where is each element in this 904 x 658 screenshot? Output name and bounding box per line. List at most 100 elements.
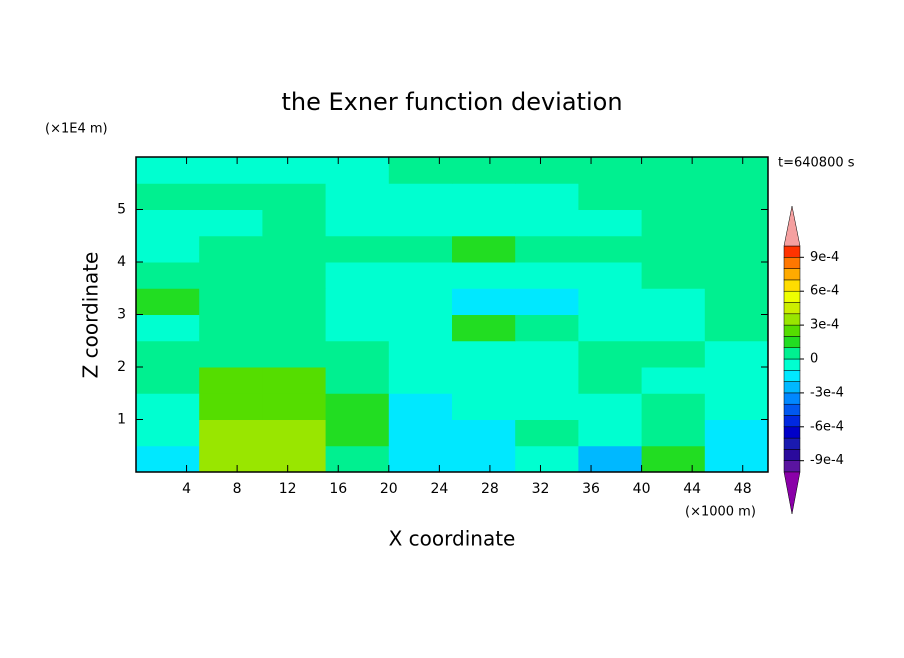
contour-cell xyxy=(641,367,706,394)
contour-cell xyxy=(704,314,769,342)
contour-cell xyxy=(452,419,516,447)
contour-cell xyxy=(388,209,453,237)
colorbar-box xyxy=(783,347,801,360)
y-tick-label: 5 xyxy=(117,202,126,218)
x-tick-label: 24 xyxy=(430,481,448,497)
y-tick-label: 4 xyxy=(117,254,126,270)
colorbar-box xyxy=(783,415,801,428)
x-tick-label: 4 xyxy=(182,481,191,497)
contour-cell xyxy=(262,235,327,263)
colorbar-tick-label: 6e-4 xyxy=(810,284,839,299)
contour-cell xyxy=(262,419,327,447)
contour-cell xyxy=(388,367,453,394)
contour-cell xyxy=(325,262,390,289)
contour-cell xyxy=(641,183,706,210)
colorbar-box xyxy=(783,358,801,371)
contour-cell xyxy=(262,183,327,210)
contour-cell xyxy=(452,314,516,342)
x-tick-label: 48 xyxy=(734,481,752,497)
contour-cell xyxy=(704,288,769,315)
x-tick-label: 40 xyxy=(633,481,651,497)
contour-cell xyxy=(199,340,263,368)
colorbar-box xyxy=(783,290,801,303)
x-tick-label: 20 xyxy=(380,481,398,497)
x-tick-label: 12 xyxy=(279,481,297,497)
contour-cell xyxy=(704,183,769,210)
contour-cell xyxy=(199,157,263,184)
contour-cell xyxy=(388,262,453,289)
x-tick-label: 32 xyxy=(532,481,550,497)
x-tick-label: 8 xyxy=(233,481,242,497)
colorbar-box xyxy=(783,279,801,292)
colorbar-extend-high xyxy=(783,205,801,247)
colorbar-box xyxy=(783,302,801,315)
contour-cell xyxy=(641,235,706,263)
contour-cell xyxy=(704,235,769,263)
colorbar-box xyxy=(783,403,801,416)
contour-cell xyxy=(452,393,516,420)
contour-cell xyxy=(452,262,516,289)
y-unit: (×1E4 m) xyxy=(45,122,108,137)
contour-cell xyxy=(262,393,327,420)
colorbar-box xyxy=(783,381,801,394)
contour-cell xyxy=(199,262,263,289)
contour-cell xyxy=(199,419,263,447)
contour-cell xyxy=(136,262,200,289)
contour-cell xyxy=(136,393,200,420)
colorbar-box xyxy=(783,336,801,348)
contour-cell xyxy=(262,262,327,289)
colorbar-box xyxy=(783,324,801,337)
contour-cell xyxy=(262,445,327,473)
contour-cell xyxy=(452,157,516,184)
contour-cell xyxy=(641,419,706,447)
contour-cell xyxy=(704,419,769,447)
contour-cell xyxy=(578,393,643,420)
contour-cell xyxy=(388,314,453,342)
y-tick-label: 2 xyxy=(117,359,126,375)
contour-cell xyxy=(388,445,453,473)
x-tick-label: 36 xyxy=(582,481,600,497)
x-tick-label: 44 xyxy=(683,481,701,497)
contour-cell xyxy=(452,209,516,237)
colorbar-extend-low xyxy=(783,471,801,515)
contour-cell xyxy=(515,183,579,210)
contour-cell xyxy=(515,235,579,263)
x-tick-label: 28 xyxy=(481,481,499,497)
contour-cell xyxy=(578,367,643,394)
colorbar-tick-label: -9e-4 xyxy=(810,453,844,468)
contour-cell xyxy=(199,367,263,394)
contour-cell xyxy=(515,288,579,315)
contour-cell xyxy=(515,209,579,237)
y-axis-label: Z coordinate xyxy=(79,252,103,379)
chart-title: the Exner function deviation xyxy=(281,88,622,116)
contour-cell xyxy=(388,393,453,420)
contour-cell xyxy=(136,367,200,394)
contour-cell xyxy=(136,288,200,315)
contour-cell xyxy=(199,314,263,342)
contour-field xyxy=(136,157,769,473)
contour-cell xyxy=(515,367,579,394)
contour-cell xyxy=(641,314,706,342)
colorbar-box xyxy=(783,313,801,326)
contour-cell xyxy=(641,340,706,368)
contour-cell xyxy=(578,209,643,237)
colorbar-tick-label: 0 xyxy=(810,352,818,367)
contour-cell xyxy=(325,288,390,315)
contour-cell xyxy=(325,314,390,342)
colorbar-tick-label: -3e-4 xyxy=(810,385,844,400)
contour-cell xyxy=(578,340,643,368)
contour-cell xyxy=(136,340,200,368)
colorbar-box xyxy=(783,268,801,281)
contour-cell xyxy=(452,367,516,394)
contour-cell xyxy=(515,314,579,342)
contour-cell xyxy=(704,157,769,184)
contour-cell xyxy=(641,157,706,184)
contour-cell xyxy=(388,419,453,447)
contour-cell xyxy=(578,288,643,315)
contour-cell xyxy=(262,209,327,237)
contour-cell xyxy=(641,262,706,289)
contour-cell xyxy=(136,419,200,447)
contour-cell xyxy=(704,445,769,473)
contour-cell xyxy=(641,288,706,315)
